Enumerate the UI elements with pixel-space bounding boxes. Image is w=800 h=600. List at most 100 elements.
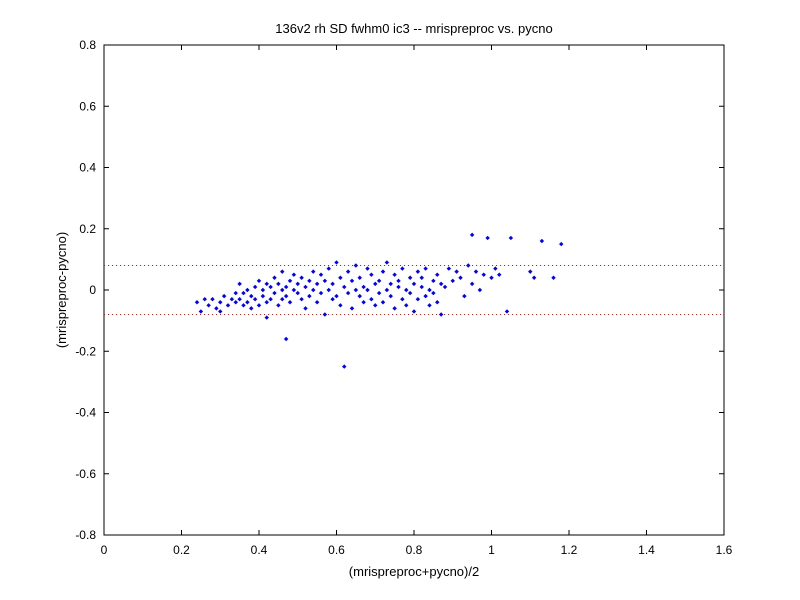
data-point	[373, 303, 378, 308]
data-point	[194, 300, 200, 305]
data-point	[454, 269, 459, 274]
data-point	[396, 278, 401, 284]
data-point	[245, 300, 250, 305]
data-point	[283, 284, 289, 290]
data-point	[237, 296, 242, 302]
data-point	[450, 278, 455, 284]
data-point	[276, 303, 281, 308]
data-point	[504, 309, 510, 314]
y-tick-label: 0	[89, 283, 96, 297]
data-point	[353, 287, 359, 293]
data-point	[314, 300, 320, 305]
data-point	[380, 300, 386, 305]
data-point	[392, 272, 397, 277]
data-point	[272, 275, 277, 280]
data-point	[342, 364, 347, 369]
data-point	[539, 238, 545, 244]
data-point	[291, 272, 297, 277]
data-point	[307, 293, 312, 299]
data-point	[338, 275, 343, 280]
data-point	[268, 296, 273, 302]
scatter-points	[194, 232, 564, 369]
data-point	[249, 306, 254, 311]
data-point	[276, 281, 281, 287]
data-point	[431, 278, 436, 284]
data-point	[365, 287, 370, 293]
y-axis-label: (mrispreproc-pycno)	[54, 232, 69, 348]
data-point	[376, 290, 382, 296]
chart-title: 136v2 rh SD fwhm0 ic3 -- mrispreproc vs.…	[275, 21, 552, 36]
data-point	[299, 296, 304, 302]
data-point	[198, 309, 204, 314]
x-axis-label: (mrispreproc+pycno)/2	[349, 564, 479, 579]
data-point	[427, 303, 432, 308]
data-point	[559, 241, 564, 247]
data-point	[442, 284, 448, 290]
data-point	[489, 275, 494, 280]
data-point	[307, 278, 312, 284]
data-point	[345, 269, 351, 274]
data-point	[345, 290, 351, 296]
data-point	[229, 296, 235, 302]
data-point	[365, 266, 370, 271]
data-point	[303, 306, 308, 311]
data-point	[283, 293, 289, 299]
data-point	[407, 290, 413, 296]
data-point	[469, 281, 475, 287]
data-point	[264, 315, 269, 320]
data-point	[497, 272, 502, 277]
data-point	[326, 287, 331, 293]
data-point	[528, 269, 533, 274]
data-point	[272, 290, 277, 296]
data-point	[311, 269, 316, 274]
data-point	[388, 281, 393, 287]
data-point	[326, 266, 331, 271]
data-point	[415, 296, 421, 302]
data-point	[241, 303, 246, 308]
data-point	[311, 287, 316, 293]
data-point	[322, 278, 328, 284]
y-tick-label: -0.4	[75, 406, 96, 420]
data-point	[411, 309, 417, 314]
data-point	[357, 275, 362, 280]
data-point	[427, 287, 432, 293]
data-point	[380, 269, 386, 274]
data-point	[245, 287, 250, 293]
data-point	[334, 293, 339, 299]
y-axis-ticks: 0.8 0.6 0.4 0.2 0 -0.2 -0.4 -0.6 -0.8	[75, 38, 724, 542]
x-tick-label: 1.6	[716, 543, 733, 557]
data-point	[396, 284, 401, 290]
data-point	[291, 287, 297, 293]
data-point	[342, 284, 347, 290]
data-point	[458, 275, 463, 280]
data-point	[462, 293, 467, 299]
data-point	[423, 293, 428, 299]
y-tick-label: -0.6	[75, 467, 96, 481]
data-point	[369, 272, 374, 277]
data-point	[435, 272, 440, 277]
x-tick-label: 1.2	[561, 543, 578, 557]
data-point	[357, 293, 362, 299]
data-point	[392, 306, 397, 311]
data-point	[438, 312, 444, 317]
data-point	[431, 290, 436, 296]
data-point	[376, 278, 382, 284]
x-tick-label: 0.6	[328, 543, 345, 557]
data-point	[287, 278, 293, 284]
data-point	[419, 275, 424, 280]
data-point	[299, 275, 304, 280]
data-point	[466, 263, 471, 268]
data-point	[423, 266, 428, 271]
data-point	[241, 290, 246, 296]
data-point	[206, 303, 211, 308]
data-point	[508, 235, 514, 241]
data-point	[218, 300, 223, 305]
data-point	[361, 284, 366, 290]
data-point	[280, 287, 285, 293]
y-tick-label: 0.4	[79, 161, 96, 175]
data-point	[469, 232, 475, 238]
data-point	[361, 300, 366, 305]
data-point	[384, 287, 390, 293]
data-point	[531, 275, 537, 280]
data-point	[252, 284, 258, 290]
